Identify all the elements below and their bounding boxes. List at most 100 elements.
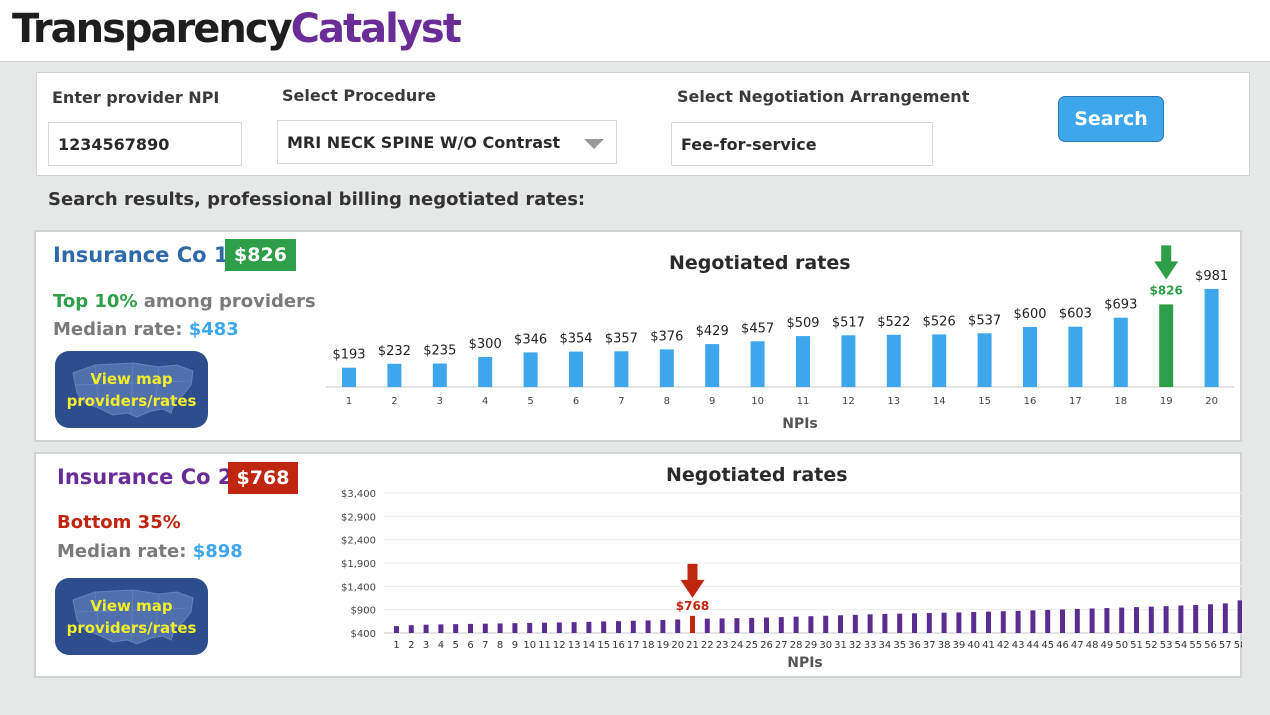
bar (1060, 609, 1065, 633)
bar-chart-insurer-1: 1 $193 2 $232 3 $235 4 $300 5 $346 6 $354 7 $357 8 $376… (326, 245, 1234, 432)
chart-title: Negotiated rates (669, 252, 851, 274)
procedure-select[interactable]: MRI NECK SPINE W/O Contrast (277, 120, 617, 164)
bar (750, 341, 765, 387)
rank-highlight: Bottom 35% (57, 512, 181, 533)
rank-highlight: Top 10% (53, 291, 138, 312)
bar (482, 623, 488, 633)
data-label: $235 (423, 344, 456, 359)
map-label-line1: View map (90, 369, 173, 388)
rank-line: Bottom 35% (57, 512, 181, 533)
bar (823, 615, 829, 633)
view-map-label: View map providers/rates (55, 578, 208, 655)
x-tick-label: 42 (997, 640, 1010, 651)
x-tick-label: 35 (893, 640, 906, 651)
bar (586, 621, 592, 633)
chevron-down-icon[interactable] (584, 139, 604, 149)
usa-map-icon (72, 589, 194, 645)
bar (468, 623, 473, 633)
data-label: $193 (332, 348, 365, 363)
data-label: $429 (696, 324, 729, 339)
data-label: $603 (1059, 307, 1092, 322)
arrow-shape (1154, 245, 1179, 280)
x-tick-label: 30 (819, 640, 832, 651)
x-tick-label: 37 (923, 640, 936, 651)
bar (478, 357, 493, 387)
bar (749, 617, 755, 633)
x-tick-label: 49 (1101, 640, 1114, 651)
map-label-line1: View map (90, 596, 173, 615)
bar (764, 617, 769, 633)
bar (971, 612, 977, 633)
x-tick-label: 56 (1204, 640, 1217, 651)
data-label: $300 (469, 337, 502, 352)
x-tick-label: 39 (953, 640, 966, 651)
x-axis-title: NPIs (787, 655, 823, 671)
x-tick-label: 5 (453, 640, 459, 651)
median-value: $483 (188, 319, 239, 340)
x-tick-label: 29 (805, 640, 818, 651)
x-tick-label: 58 (1234, 640, 1242, 651)
y-tick-label: $1,900 (341, 559, 376, 570)
x-tick-label: 40 (967, 640, 980, 651)
x-tick-label: 7 (618, 396, 624, 407)
bar (838, 615, 843, 633)
data-label: $981 (1195, 269, 1228, 284)
x-tick-label: 34 (879, 640, 892, 651)
x-tick-label: 21 (686, 640, 699, 651)
bar (886, 334, 901, 387)
x-tick-label: 10 (523, 640, 536, 651)
bar (1178, 605, 1184, 633)
data-label: $346 (514, 332, 547, 347)
bar (1089, 608, 1095, 633)
median-label: Median rate: (57, 541, 193, 562)
arrangement-select[interactable]: Fee-for-service (671, 122, 933, 166)
x-tick-label: 44 (1027, 640, 1040, 651)
view-map-button[interactable]: View map providers/rates (55, 578, 208, 655)
bar (569, 351, 583, 387)
usa-map-icon (72, 362, 194, 418)
bar (630, 620, 636, 633)
x-tick-label: 54 (1175, 640, 1188, 651)
x-tick-label: 18 (1114, 396, 1127, 407)
x-tick-label: 10 (751, 396, 764, 407)
bar (1148, 606, 1154, 633)
arrangement-label: Select Negotiation Arrangement (677, 87, 970, 106)
y-tick-label: $900 (351, 606, 376, 617)
view-map-button[interactable]: View map providers/rates (55, 351, 208, 428)
x-tick-label: 1 (393, 640, 399, 651)
x-tick-label: 16 (612, 640, 625, 651)
x-tick-label: 48 (1086, 640, 1099, 651)
bar (556, 622, 562, 633)
bar (704, 618, 710, 633)
bar (408, 625, 414, 633)
x-tick-label: 55 (1189, 640, 1202, 651)
bar (690, 615, 695, 633)
x-tick-label: 36 (908, 640, 921, 651)
npi-input[interactable]: 1234567890 (48, 122, 242, 166)
x-tick-label: 4 (482, 396, 488, 407)
x-tick-label: 20 (1205, 396, 1218, 407)
bar (897, 613, 903, 633)
search-button[interactable]: Search (1058, 96, 1164, 142)
bar (1030, 610, 1036, 633)
bar (882, 613, 888, 633)
view-map-label: View map providers/rates (55, 351, 208, 428)
x-tick-label: 19 (1160, 396, 1173, 407)
x-tick-label: 33 (864, 640, 877, 651)
y-tick-label: $1,400 (341, 582, 376, 593)
bar (601, 621, 607, 633)
data-label: $357 (605, 331, 638, 346)
bar (1045, 609, 1051, 633)
x-tick-label: 19 (657, 640, 670, 651)
bar (1163, 606, 1169, 633)
bar (912, 613, 917, 633)
x-tick-label: 9 (512, 640, 518, 651)
x-tick-label: 27 (775, 640, 788, 651)
insurer-name: Insurance Co 1 (53, 243, 229, 267)
bar (1193, 605, 1199, 633)
median-line: Median rate: $898 (57, 541, 243, 562)
bar (571, 622, 577, 633)
x-tick-label: 52 (1145, 640, 1158, 651)
bar (660, 619, 666, 633)
bar (645, 620, 651, 633)
